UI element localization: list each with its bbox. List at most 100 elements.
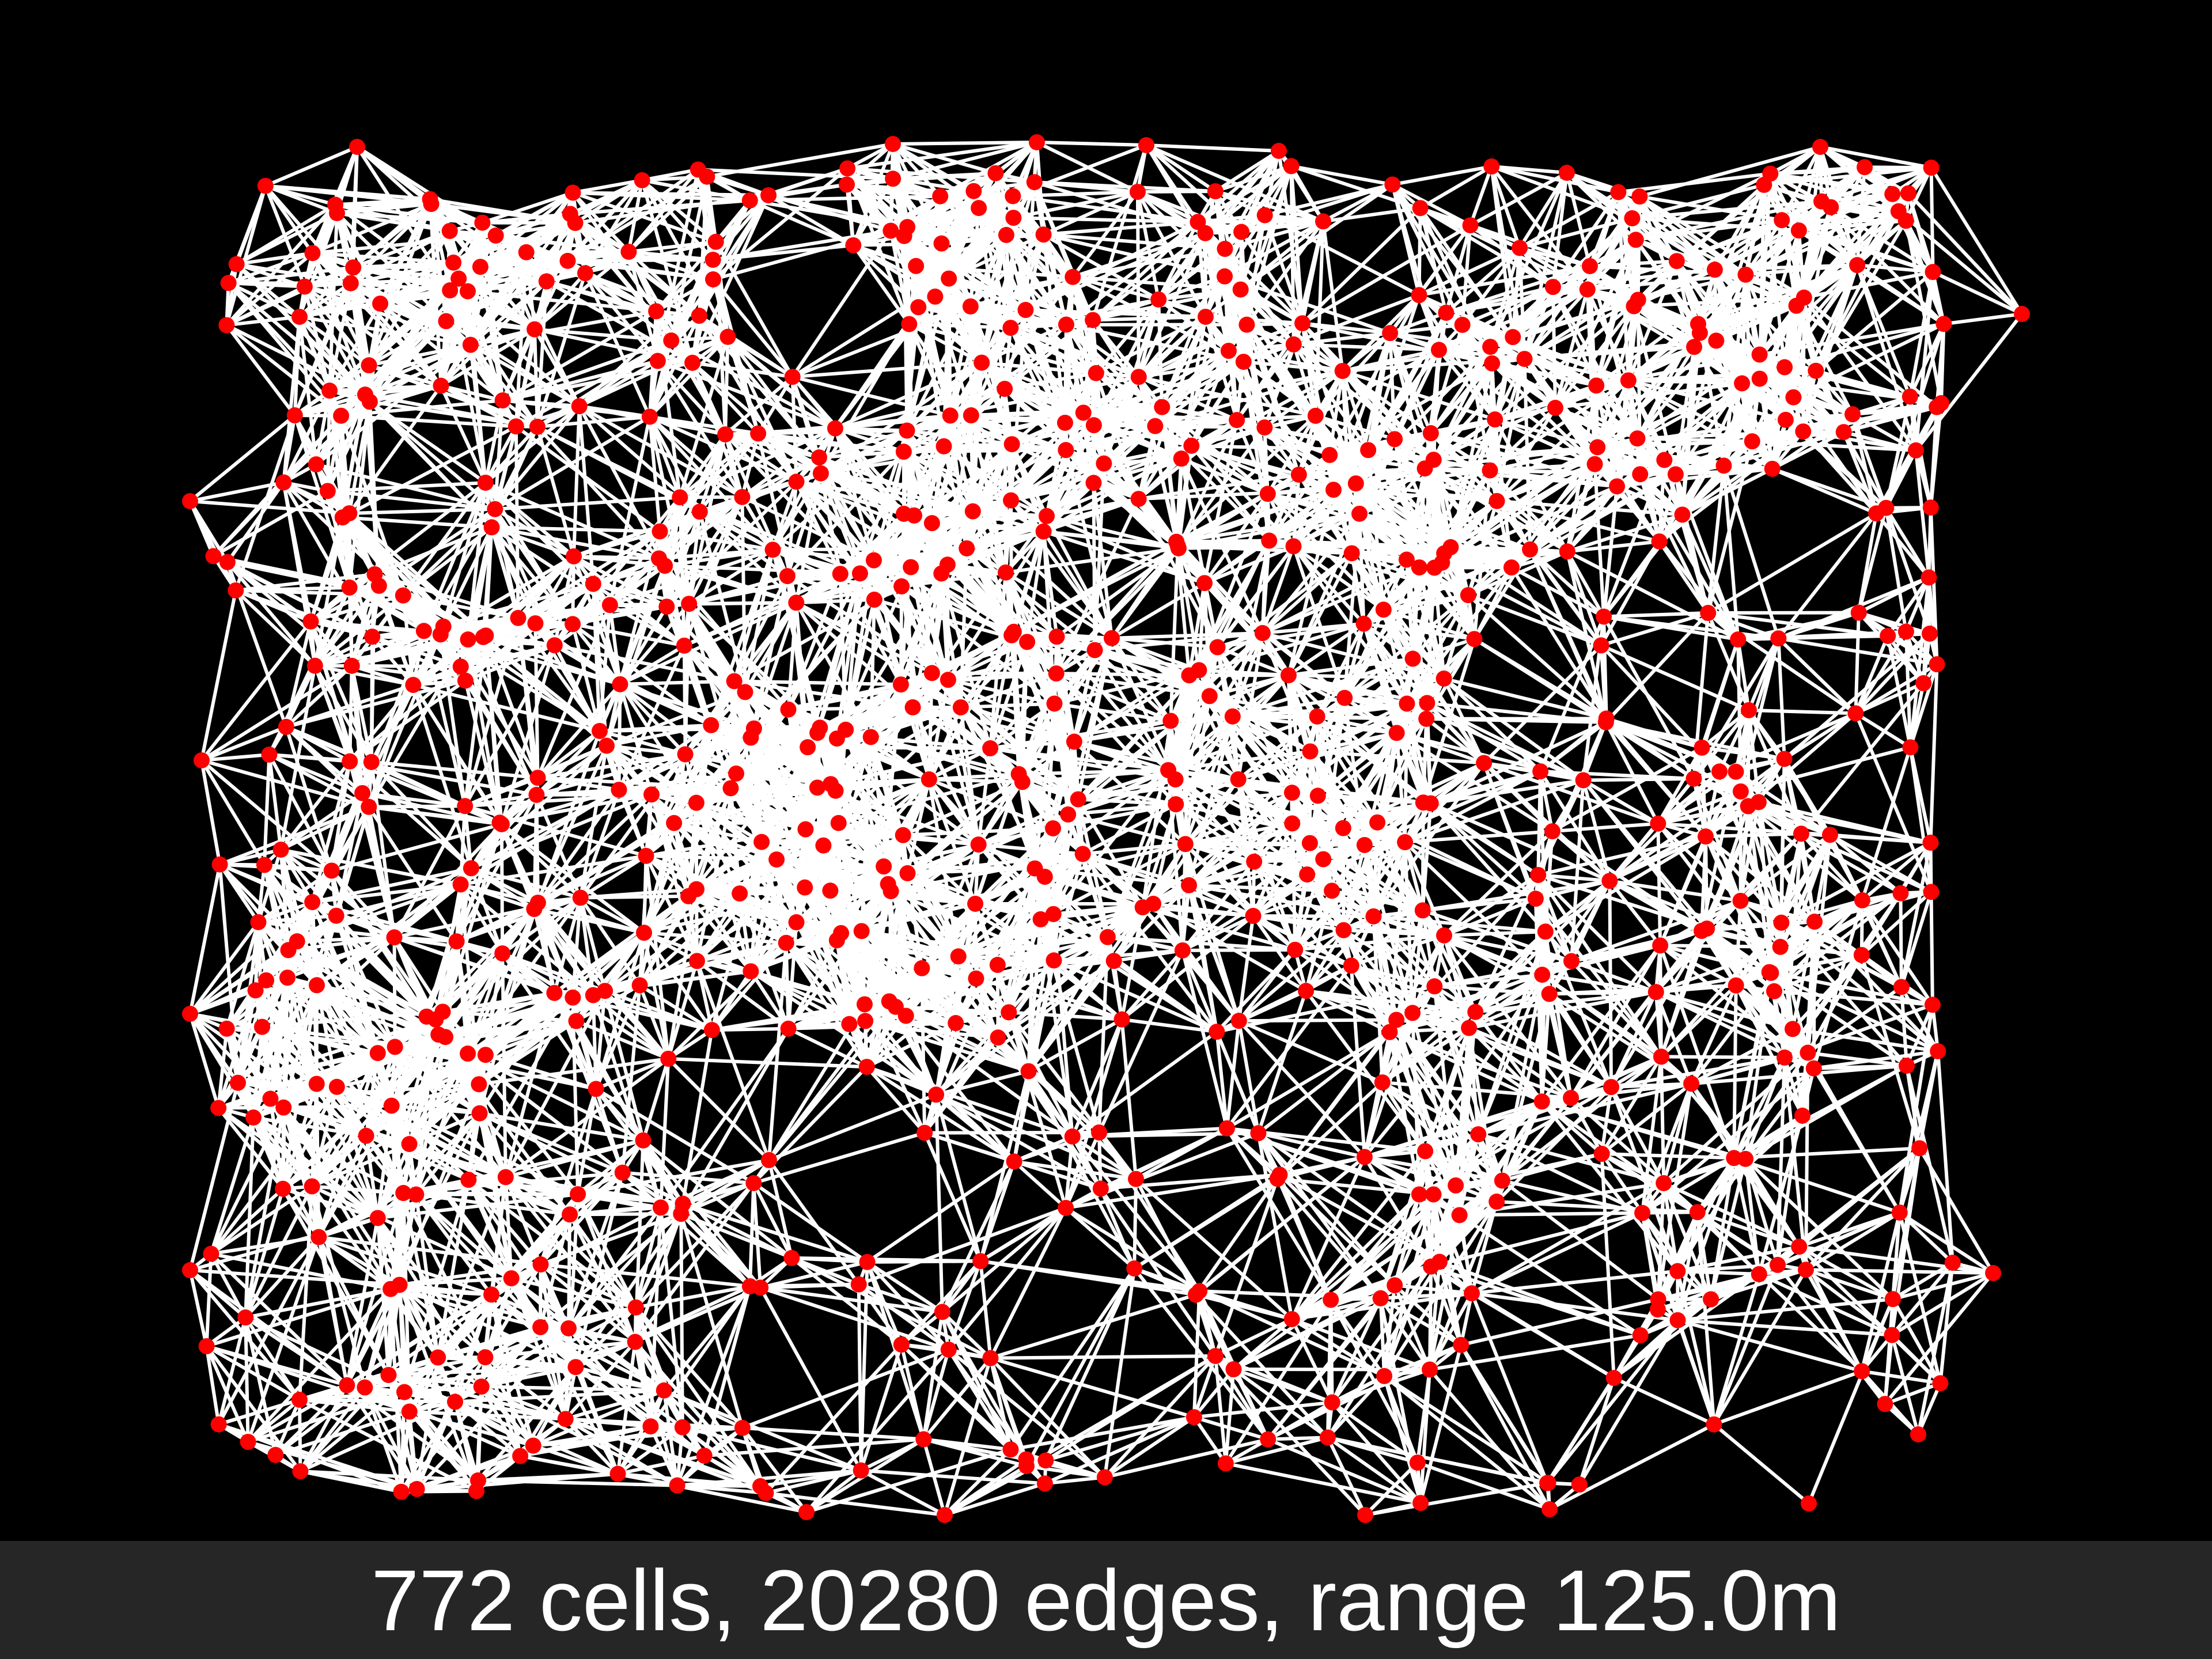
edge-line	[1631, 183, 1765, 220]
edge-line	[279, 791, 363, 851]
edge-line	[434, 884, 463, 1020]
edge-line	[1138, 360, 1244, 379]
edge-line	[1491, 165, 1619, 194]
edge-line	[469, 744, 608, 870]
edge-line	[846, 142, 894, 170]
edge-line	[1638, 195, 1805, 300]
edge-line	[1141, 906, 1241, 1022]
edge-line	[1138, 375, 1238, 422]
edge-line	[1930, 166, 2024, 315]
edge-line	[1829, 833, 1932, 893]
edge-line	[1260, 546, 1296, 634]
edge-line	[1469, 224, 1554, 289]
edge-line	[1391, 183, 1471, 227]
edge-line	[1237, 1020, 1260, 1134]
edge-line	[741, 1427, 808, 1513]
edge-line	[1722, 465, 1740, 640]
edge-line	[1216, 545, 1295, 649]
edge-line	[594, 932, 646, 1090]
edge-line	[190, 480, 284, 503]
edge-line	[1389, 323, 1463, 335]
edge-line	[806, 1448, 1012, 1514]
edge-line	[200, 664, 353, 762]
edge-line	[1656, 823, 1662, 946]
edge-line	[1055, 635, 1170, 771]
edge-line	[1777, 638, 1786, 759]
edge-line	[1188, 883, 1332, 893]
edge-line	[1392, 165, 1492, 187]
edge-line	[1884, 507, 1930, 579]
edge-line	[1802, 296, 1918, 452]
edge-line	[1429, 802, 1547, 933]
edge-line	[1603, 611, 1709, 619]
edge-line	[1092, 481, 1179, 548]
edge-line	[1565, 172, 1592, 267]
edge-line	[340, 414, 517, 429]
edge-line	[1783, 366, 1854, 416]
network-graph	[182, 134, 2030, 1523]
edge-line	[1093, 423, 1156, 428]
edge-line	[1167, 768, 1308, 876]
edge-line	[1519, 217, 1633, 250]
edge-line	[1700, 639, 1740, 748]
edge-line	[1797, 230, 1806, 298]
edge-line	[370, 760, 473, 870]
edge-line	[847, 141, 1037, 171]
edge-line	[1113, 948, 1183, 963]
edge-line	[1490, 166, 1521, 249]
edge-line	[1419, 206, 1590, 268]
edge-line	[200, 725, 287, 762]
edge-line	[1411, 910, 1425, 1013]
edge-line	[1944, 312, 2022, 326]
edge-line	[1266, 493, 1296, 547]
edge-line	[1603, 615, 1779, 641]
edge-line	[1808, 1051, 1907, 1067]
edge-line	[1237, 915, 1255, 1021]
edge-line	[618, 1472, 761, 1488]
edge-line	[591, 994, 662, 1209]
edge-line	[628, 250, 714, 281]
edge-line	[1736, 639, 1751, 711]
edge-line	[188, 1270, 209, 1347]
edge-line	[1570, 959, 1657, 994]
edge-line	[579, 896, 645, 934]
edge-line	[189, 1268, 247, 1319]
edge-line	[1801, 297, 1806, 432]
edge-line	[1773, 892, 1902, 993]
edge-line	[228, 281, 305, 289]
edge-line	[1468, 166, 1494, 226]
edge-line	[1618, 172, 1771, 194]
edge-line	[299, 315, 471, 347]
edge-line	[1566, 550, 1605, 618]
edge-line	[1632, 199, 1822, 220]
edge-line	[265, 184, 336, 207]
edge-line	[1146, 143, 1279, 153]
edge-line	[1036, 141, 1147, 147]
edge-line	[1802, 201, 1823, 298]
edge-line	[334, 203, 451, 292]
edge-line	[464, 680, 502, 823]
edge-line	[598, 605, 612, 732]
edge-line	[835, 823, 840, 941]
edge-line	[1566, 473, 1642, 553]
edge-line	[1092, 482, 1113, 639]
edge-line	[206, 1344, 301, 1402]
edge-line	[1155, 424, 1265, 430]
edge-line	[1639, 145, 1821, 199]
edge-line	[1771, 467, 1877, 516]
edge-line	[1363, 1461, 1419, 1517]
edge-line	[264, 145, 358, 188]
edge-line	[1237, 1020, 1366, 1158]
edge-line	[1330, 828, 1345, 891]
edge-line	[1914, 313, 2024, 452]
edge-line	[656, 359, 727, 436]
edge-line	[1422, 908, 1572, 963]
edge-line	[1291, 164, 1393, 187]
edge-line	[1551, 191, 1620, 288]
edge-line	[1518, 246, 1699, 326]
edge-line	[228, 281, 301, 319]
edge-line	[1758, 800, 1931, 844]
edge-line	[1491, 165, 1633, 220]
edge-line	[768, 194, 908, 229]
edge-line	[1602, 540, 1661, 618]
